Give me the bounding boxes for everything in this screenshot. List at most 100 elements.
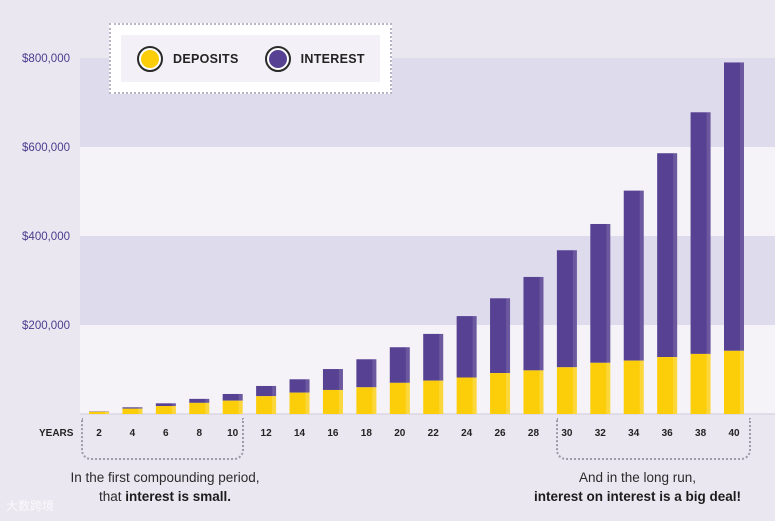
bar-deposits-10 <box>222 400 243 414</box>
legend-box: DEPOSITS INTEREST <box>121 35 380 82</box>
bar-interest-8 <box>189 398 210 403</box>
bar-deposits-8 <box>189 402 210 414</box>
bar-interest-shade-24 <box>472 316 477 378</box>
bar-deposits-38 <box>690 353 711 414</box>
bar-interest-shade-14 <box>305 379 310 393</box>
bar-deposits-12 <box>256 396 277 414</box>
x-tick-label: 2 <box>96 428 102 439</box>
bar-interest-28 <box>523 276 544 371</box>
bar-interest-6 <box>155 403 176 406</box>
annotation-late-line1: And in the long run, <box>578 470 697 485</box>
legend-item-deposits: DEPOSITS <box>137 45 239 72</box>
x-tick-label: 4 <box>130 428 136 439</box>
bar-interest-16 <box>322 369 343 390</box>
bar-deposits-shade-24 <box>472 377 477 414</box>
y-tick-label: $200,000 <box>22 320 70 332</box>
bar-interest-32 <box>590 223 611 363</box>
y-tick-label: $600,000 <box>22 142 70 154</box>
bar-interest-22 <box>423 333 444 381</box>
bar-interest-12 <box>256 385 277 397</box>
watermark: 大数跨境 <box>6 499 55 513</box>
bar-interest-shade-8 <box>205 398 210 403</box>
legend-item-interest: INTEREST <box>264 45 365 72</box>
bar-interest-shade-32 <box>606 223 611 363</box>
x-tick-label: 24 <box>461 428 473 439</box>
bar-deposits-shade-22 <box>439 380 444 414</box>
bar-deposits-shade-18 <box>372 387 377 414</box>
bar-interest-shade-40 <box>740 62 744 351</box>
bar-deposits-shade-32 <box>606 362 611 414</box>
bar-deposits-16 <box>322 389 343 414</box>
x-tick-label: 32 <box>595 428 607 439</box>
bar-interest-34 <box>623 190 644 361</box>
bar-deposits-shade-12 <box>272 396 277 414</box>
annotation-early-line1: In the first compounding period, <box>70 470 260 485</box>
bar-interest-shade-36 <box>673 153 678 358</box>
x-tick-label: 12 <box>261 428 273 439</box>
bar-interest-shade-30 <box>572 250 577 368</box>
bar-deposits-30 <box>556 367 577 414</box>
bar-deposits-14 <box>289 392 310 414</box>
x-tick-label: 10 <box>227 428 239 439</box>
bar-interest-shade-18 <box>372 359 377 388</box>
bar-deposits-34 <box>623 360 644 414</box>
early-period-bracket <box>81 418 244 460</box>
bar-deposits-shade-16 <box>338 389 343 414</box>
bar-interest-18 <box>356 359 377 388</box>
late-period-bracket <box>556 418 751 460</box>
x-tick-label: 6 <box>163 428 169 439</box>
bar-deposits-shade-38 <box>706 353 711 414</box>
bar-interest-shade-28 <box>539 276 544 371</box>
bar-deposits-18 <box>356 387 377 414</box>
y-tick-label: $400,000 <box>22 231 70 243</box>
x-tick-label: 22 <box>428 428 440 439</box>
bar-deposits-shade-30 <box>572 367 577 414</box>
bar-deposits-22 <box>423 380 444 414</box>
annotation-late-line2: interest on interest is a big deal! <box>510 487 765 506</box>
bar-deposits-shade-6 <box>171 405 176 414</box>
annotation-early-line2-bold: interest is small. <box>125 489 232 504</box>
bar-deposits-24 <box>456 377 477 414</box>
interest-swatch-icon <box>264 45 291 72</box>
bar-deposits-shade-36 <box>673 357 678 414</box>
x-tick-label: 8 <box>196 428 202 439</box>
bar-interest-36 <box>657 153 678 358</box>
bar-deposits-26 <box>490 373 511 414</box>
bar-interest-shade-22 <box>439 333 444 381</box>
bar-interest-26 <box>490 298 511 374</box>
x-tick-label: 34 <box>628 428 640 439</box>
annotation-late: And in the long run, interest on interes… <box>510 468 765 506</box>
bar-deposits-shade-28 <box>539 370 544 414</box>
x-axis-title: YEARS <box>39 428 74 439</box>
legend: DEPOSITS INTEREST <box>109 23 392 94</box>
bar-deposits-shade-40 <box>740 350 744 414</box>
bar-deposits-shade-2 <box>105 411 109 414</box>
annotation-late-line2-bold: interest on interest is a big deal! <box>533 489 742 504</box>
bar-deposits-4 <box>122 408 143 414</box>
bar-interest-38 <box>690 112 711 354</box>
bar-deposits-36 <box>657 357 678 414</box>
x-tick-label: 18 <box>361 428 373 439</box>
bar-deposits-shade-8 <box>205 402 210 414</box>
bar-deposits-shade-26 <box>506 373 511 414</box>
annotation-early: In the first compounding period, that in… <box>40 468 290 506</box>
bar-interest-40 <box>724 62 744 351</box>
x-tick-label: 40 <box>728 428 740 439</box>
x-tick-label: 26 <box>494 428 506 439</box>
bar-interest-20 <box>389 347 410 383</box>
bar-deposits-shade-20 <box>405 382 410 414</box>
legend-label-interest: INTEREST <box>300 51 365 66</box>
bar-interest-10 <box>222 393 243 401</box>
bar-interest-shade-38 <box>706 112 711 354</box>
x-tick-label: 28 <box>528 428 540 439</box>
y-tick-label: $800,000 <box>22 53 70 65</box>
bar-deposits-20 <box>389 382 410 414</box>
deposits-swatch-icon <box>137 45 163 72</box>
bar-interest-shade-26 <box>506 298 511 374</box>
bar-interest-24 <box>456 316 477 378</box>
bar-interest-shade-4 <box>138 407 143 409</box>
x-tick-label: 20 <box>394 428 406 439</box>
bar-deposits-shade-34 <box>639 360 644 414</box>
bar-interest-30 <box>556 250 577 368</box>
